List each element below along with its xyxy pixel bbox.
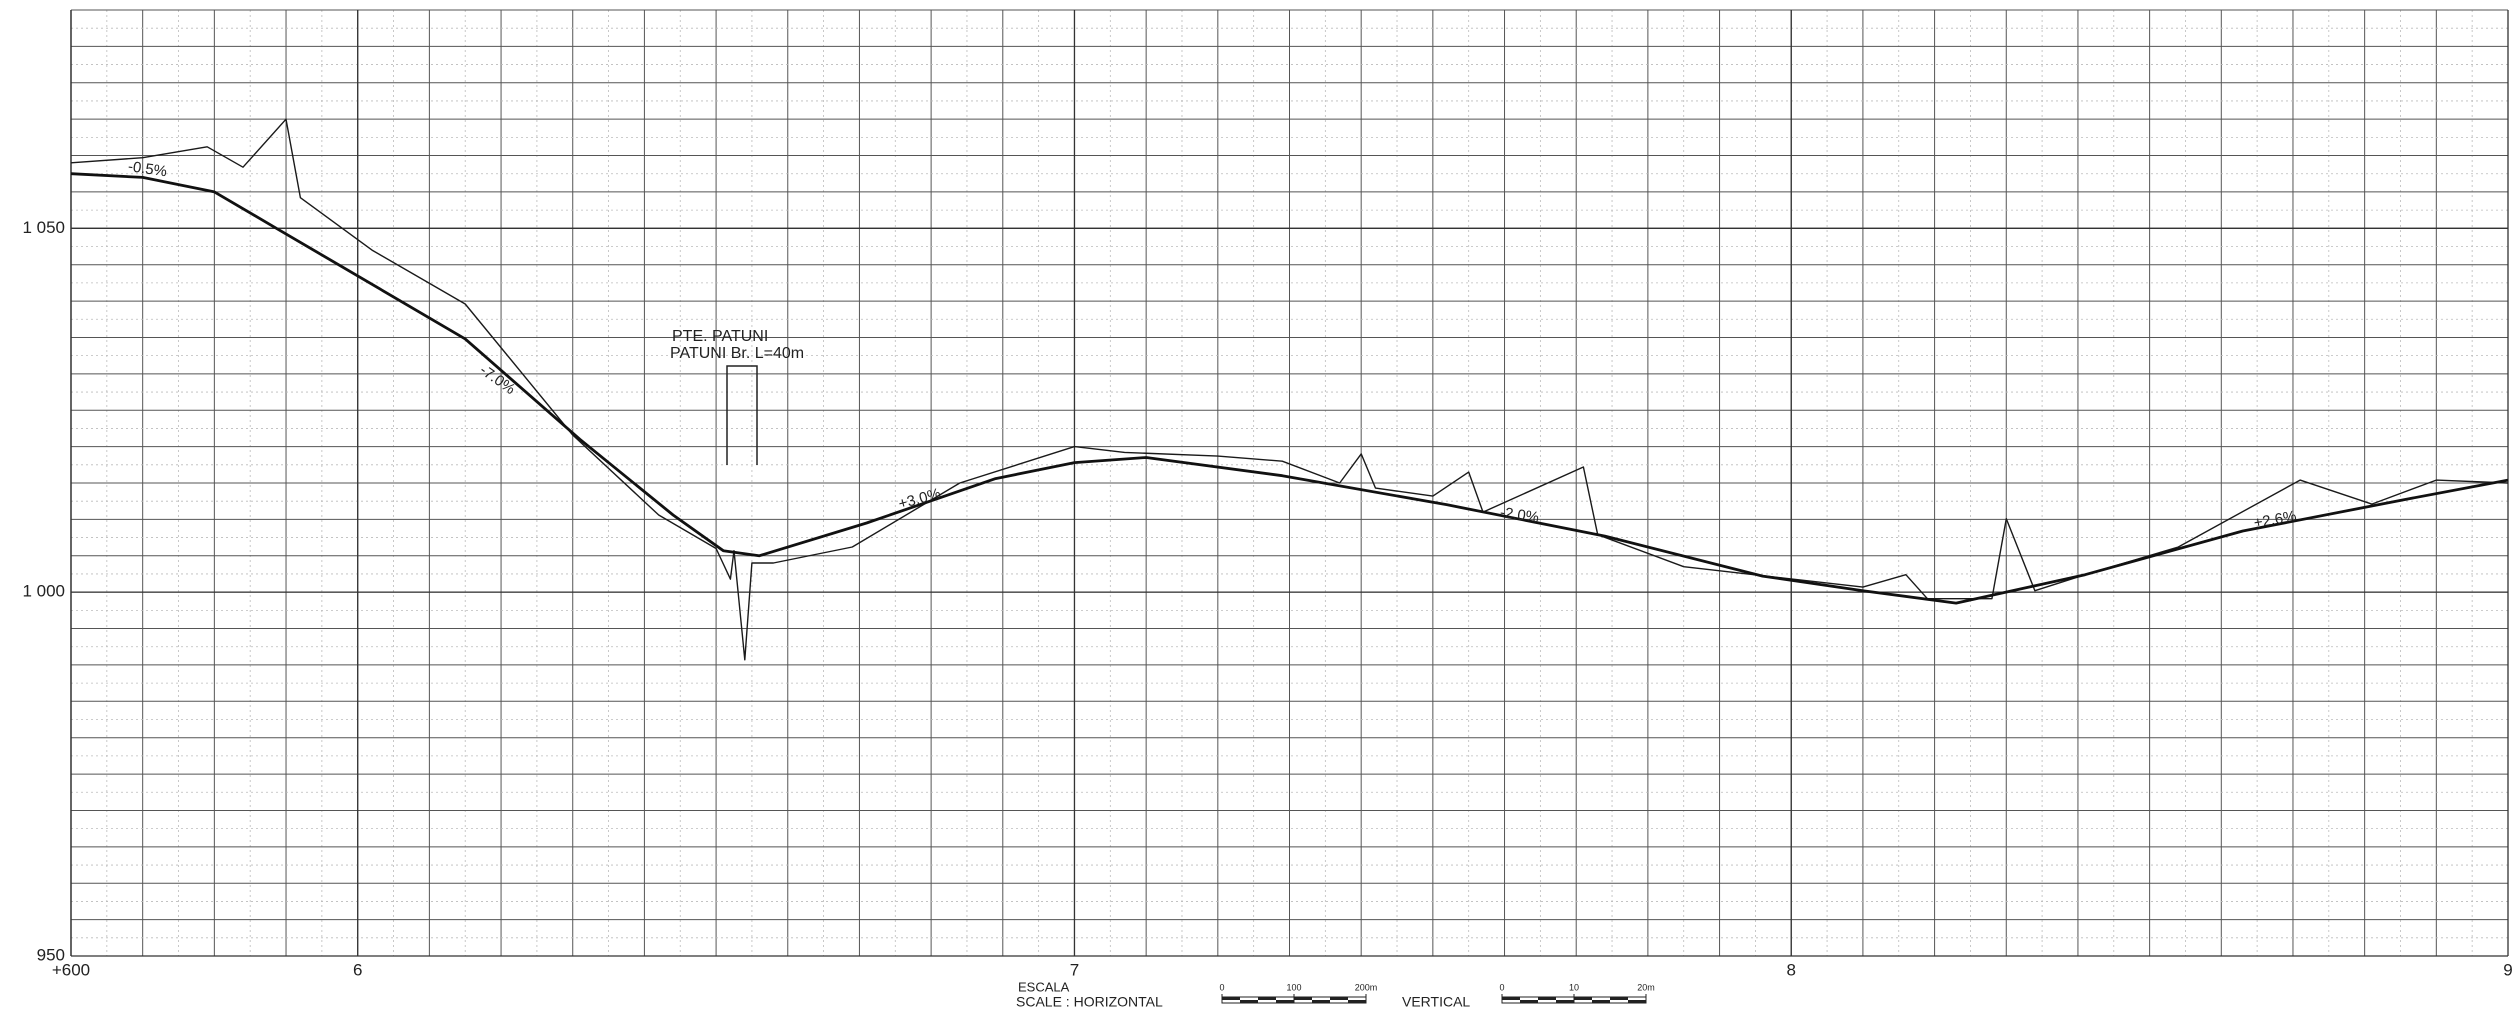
scale-bar-segment xyxy=(1348,1000,1366,1003)
grade-line xyxy=(70,172,2509,605)
bridge-name: PTE. PATUNI xyxy=(672,328,768,345)
bridge-bracket xyxy=(726,365,758,465)
scale-bar-segment xyxy=(1592,1000,1610,1003)
x-tick-label: 7 xyxy=(1070,960,1079,979)
scale-bar-segment xyxy=(1538,997,1556,1000)
ground-line xyxy=(70,118,2509,661)
grid xyxy=(70,9,2509,957)
scale-tick-label: 20m xyxy=(1637,982,1655,992)
scale-bar-segment xyxy=(1222,997,1240,1000)
x-tick-label: 6 xyxy=(353,960,362,979)
scale-bar-segment xyxy=(1520,1000,1538,1003)
scale-tick-label: 200m xyxy=(1355,982,1378,992)
scale-tick-label: 0 xyxy=(1219,982,1224,992)
y-tick-label: 1 000 xyxy=(22,582,65,601)
scale-bar-segment xyxy=(1294,997,1312,1000)
scale-bar-segment xyxy=(1276,1000,1294,1003)
x-tick-label: 9 xyxy=(2503,960,2512,979)
scale-title: ESCALA xyxy=(1018,979,1070,994)
y-tick-label: 950 xyxy=(37,945,65,964)
bridge-label: PATUNI Br. L=40m xyxy=(670,345,804,362)
y-tick-label: 1 050 xyxy=(22,218,65,237)
scale-bar-segment xyxy=(1574,997,1592,1000)
scale-bar-segment xyxy=(1556,1000,1574,1003)
scale-bar-segment xyxy=(1258,997,1276,1000)
x-tick-label: +600 xyxy=(52,960,90,979)
grade-annotation: -0.5% xyxy=(127,158,168,180)
scale-bar-segment xyxy=(1240,1000,1258,1003)
scale-tick-label: 0 xyxy=(1499,982,1504,992)
scale-bar-segment xyxy=(1502,997,1520,1000)
x-tick-label: 8 xyxy=(1787,960,1796,979)
scale-bar-segment xyxy=(1330,997,1348,1000)
scale-horizontal: SCALE : HORIZONTAL xyxy=(1016,994,1163,1010)
scale-bar-segment xyxy=(1312,1000,1330,1003)
grade-annotation: -2.0% xyxy=(1499,504,1540,526)
scale-tick-label: 100 xyxy=(1286,982,1301,992)
scale-bar-segment xyxy=(1610,997,1628,1000)
scale-vertical: VERTICAL xyxy=(1402,994,1470,1010)
scale-bar-segment xyxy=(1628,1000,1646,1003)
scale-tick-label: 10 xyxy=(1569,982,1579,992)
